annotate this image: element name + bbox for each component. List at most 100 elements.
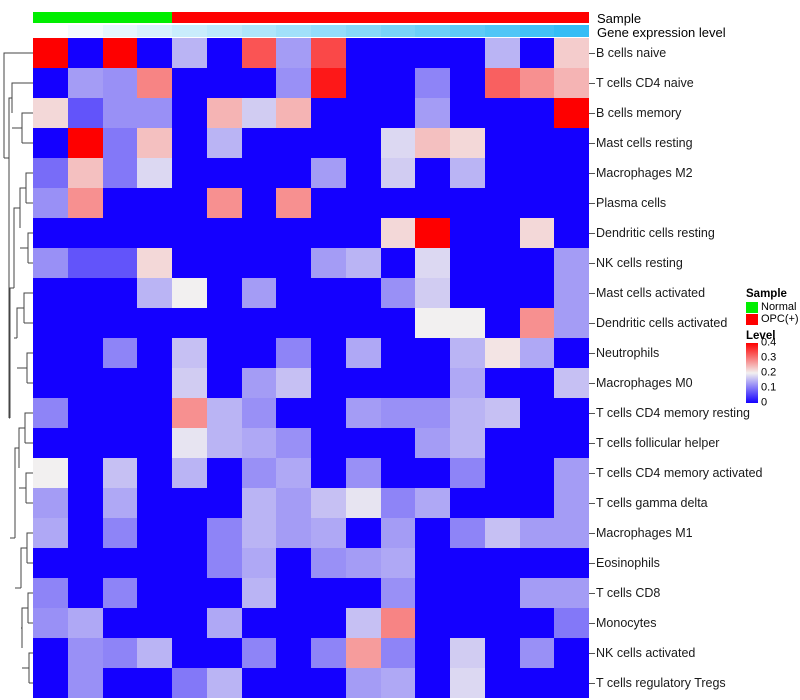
row-tick bbox=[589, 623, 595, 624]
row-tick bbox=[589, 473, 595, 474]
heatmap-cell bbox=[172, 368, 207, 398]
row-tick bbox=[589, 323, 595, 324]
heatmap-cell bbox=[67, 488, 103, 518]
gene-expression-annotation-cell bbox=[67, 25, 103, 37]
heatmap-cell bbox=[311, 248, 346, 278]
heatmap-cell bbox=[137, 308, 172, 338]
heatmap-cell bbox=[415, 458, 450, 488]
gene-expression-annotation-cell bbox=[484, 25, 520, 37]
heatmap-cell bbox=[276, 608, 311, 638]
heatmap-cell bbox=[519, 548, 555, 578]
heatmap-cell bbox=[241, 608, 277, 638]
heatmap-cell bbox=[137, 428, 172, 458]
gene-expression-annotation-cell bbox=[519, 25, 555, 37]
heatmap-cell bbox=[415, 608, 450, 638]
row-label: Mast cells resting bbox=[596, 136, 693, 150]
heatmap-cell bbox=[519, 38, 555, 68]
heatmap-cell bbox=[450, 338, 485, 368]
heatmap-cell bbox=[276, 338, 311, 368]
heatmap-cell bbox=[172, 278, 207, 308]
heatmap-cell bbox=[137, 608, 172, 638]
heatmap-cell bbox=[311, 578, 346, 608]
heatmap-cell bbox=[484, 248, 520, 278]
heatmap-cell bbox=[172, 38, 207, 68]
row-label: Monocytes bbox=[596, 616, 657, 630]
heatmap-cell bbox=[554, 428, 589, 458]
heatmap-cell bbox=[206, 38, 242, 68]
heatmap-cell bbox=[380, 608, 416, 638]
heatmap-cell bbox=[345, 68, 381, 98]
heatmap-cell bbox=[345, 128, 381, 158]
row-tick bbox=[589, 653, 595, 654]
sample-annotation-label: Sample bbox=[597, 11, 642, 26]
heatmap-cell bbox=[206, 518, 242, 548]
heatmap-cell bbox=[33, 68, 68, 98]
sample-annotation-cell bbox=[172, 12, 207, 23]
heatmap-cell bbox=[519, 158, 555, 188]
row-label: T cells gamma delta bbox=[596, 496, 708, 510]
heatmap-cell bbox=[276, 128, 311, 158]
legend-color-swatch bbox=[746, 301, 758, 313]
heatmap-cell bbox=[311, 458, 346, 488]
heatmap-cell bbox=[102, 428, 138, 458]
heatmap-cell bbox=[276, 158, 311, 188]
heatmap-cell bbox=[102, 488, 138, 518]
heatmap-cell bbox=[519, 428, 555, 458]
heatmap-cell bbox=[137, 518, 172, 548]
heatmap-cell bbox=[380, 458, 416, 488]
heatmap-cell bbox=[311, 518, 346, 548]
gene-expression-annotation-cell bbox=[137, 25, 172, 37]
heatmap-cell bbox=[380, 428, 416, 458]
row-label: NK cells activated bbox=[596, 646, 696, 660]
heatmap-cell bbox=[33, 458, 68, 488]
colorbar-tick-label: 0.3 bbox=[761, 351, 777, 364]
heatmap-cell bbox=[137, 98, 172, 128]
heatmap-cell bbox=[311, 308, 346, 338]
heatmap-cell bbox=[206, 488, 242, 518]
heatmap-cell bbox=[380, 548, 416, 578]
heatmap-cell bbox=[345, 638, 381, 668]
heatmap-grid bbox=[33, 38, 589, 698]
row-tick bbox=[589, 413, 595, 414]
heatmap-cell bbox=[206, 668, 242, 698]
heatmap-cell bbox=[33, 218, 68, 248]
heatmap-cell bbox=[33, 338, 68, 368]
heatmap-cell bbox=[172, 608, 207, 638]
heatmap-cell bbox=[137, 278, 172, 308]
heatmap-cell bbox=[519, 248, 555, 278]
heatmap-cell bbox=[276, 548, 311, 578]
heatmap-cell bbox=[554, 38, 589, 68]
heatmap-cell bbox=[415, 248, 450, 278]
heatmap-cell bbox=[450, 68, 485, 98]
sample-legend-item: Normal bbox=[746, 301, 800, 313]
row-tick bbox=[589, 233, 595, 234]
heatmap-cell bbox=[345, 278, 381, 308]
heatmap-cell bbox=[241, 368, 277, 398]
heatmap-cell bbox=[276, 218, 311, 248]
heatmap-cell bbox=[519, 638, 555, 668]
heatmap-cell bbox=[276, 578, 311, 608]
heatmap-cell bbox=[102, 548, 138, 578]
heatmap-cell bbox=[345, 308, 381, 338]
heatmap-cell bbox=[33, 368, 68, 398]
heatmap-cell bbox=[311, 398, 346, 428]
heatmap-cell bbox=[67, 548, 103, 578]
row-tick bbox=[589, 383, 595, 384]
sample-annotation-cell bbox=[450, 12, 485, 23]
heatmap-cell bbox=[311, 548, 346, 578]
heatmap-cell bbox=[241, 158, 277, 188]
heatmap-cell bbox=[33, 98, 68, 128]
heatmap-cell bbox=[311, 488, 346, 518]
heatmap-cell bbox=[206, 278, 242, 308]
heatmap-cell bbox=[172, 218, 207, 248]
heatmap-cell bbox=[102, 218, 138, 248]
row-tick bbox=[589, 143, 595, 144]
sample-annotation-cell bbox=[137, 12, 172, 23]
heatmap-cell bbox=[206, 98, 242, 128]
heatmap-cell bbox=[554, 368, 589, 398]
heatmap-cell bbox=[33, 248, 68, 278]
heatmap-cell bbox=[484, 278, 520, 308]
row-label: T cells CD4 naive bbox=[596, 76, 694, 90]
heatmap-cell bbox=[33, 488, 68, 518]
heatmap-cell bbox=[241, 548, 277, 578]
